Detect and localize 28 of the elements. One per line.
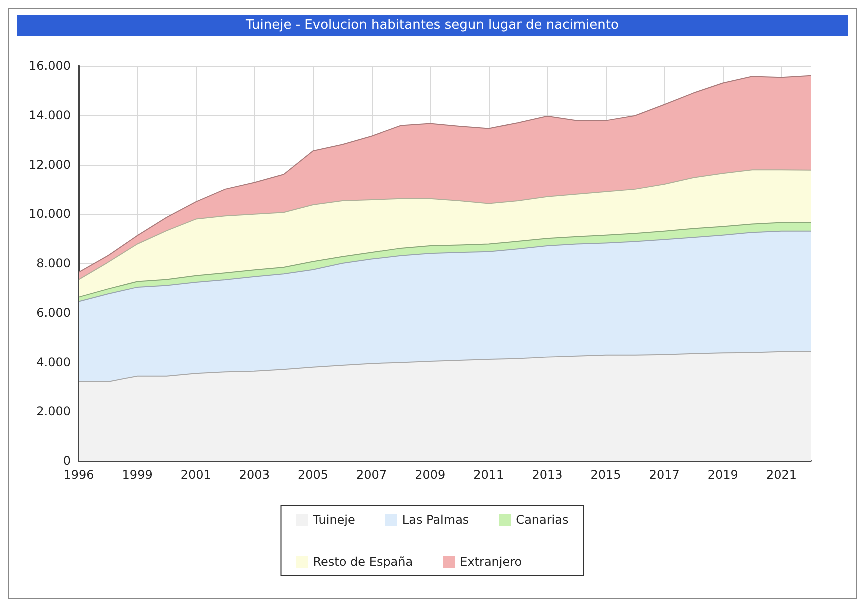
x-tick-label: 2001 [180, 468, 212, 482]
x-tick-label: 2015 [590, 468, 622, 482]
legend-label: Tuineje [312, 513, 356, 527]
x-tick-label: 2011 [474, 468, 504, 482]
y-tick-label: 6.000 [36, 306, 71, 320]
y-tick-label: 16.000 [29, 59, 71, 73]
y-tick-label: 10.000 [29, 207, 71, 222]
y-tick-label: 0 [63, 454, 71, 468]
legend-label: Canarias [516, 513, 569, 527]
y-tick-label: 4.000 [36, 355, 71, 370]
chart-title: Tuineje - Evolucion habitantes segun lugar de nacimiento [17, 15, 848, 36]
legend-label: Las Palmas [402, 513, 470, 527]
x-tick-label: 2017 [649, 468, 680, 482]
x-tick-label: 1999 [122, 468, 153, 482]
x-tick-label: 2013 [532, 468, 563, 482]
y-tick-label: 14.000 [29, 108, 71, 122]
x-tick-label: 2021 [766, 468, 797, 482]
legend-label: Extranjero [460, 555, 522, 569]
x-tick-label: 1996 [64, 468, 94, 482]
x-tick-label: 2003 [239, 468, 270, 482]
x-tick-label: 2009 [415, 468, 446, 482]
legend-label: Resto de España [313, 555, 414, 569]
y-tick-label: 8.000 [36, 256, 71, 270]
x-tick-label: 2005 [298, 468, 329, 482]
x-tick-label: 2007 [356, 468, 388, 482]
y-tick-label: 12.000 [29, 158, 71, 172]
x-tick-label: 2019 [708, 468, 738, 482]
y-tick-label: 2.000 [36, 404, 71, 419]
